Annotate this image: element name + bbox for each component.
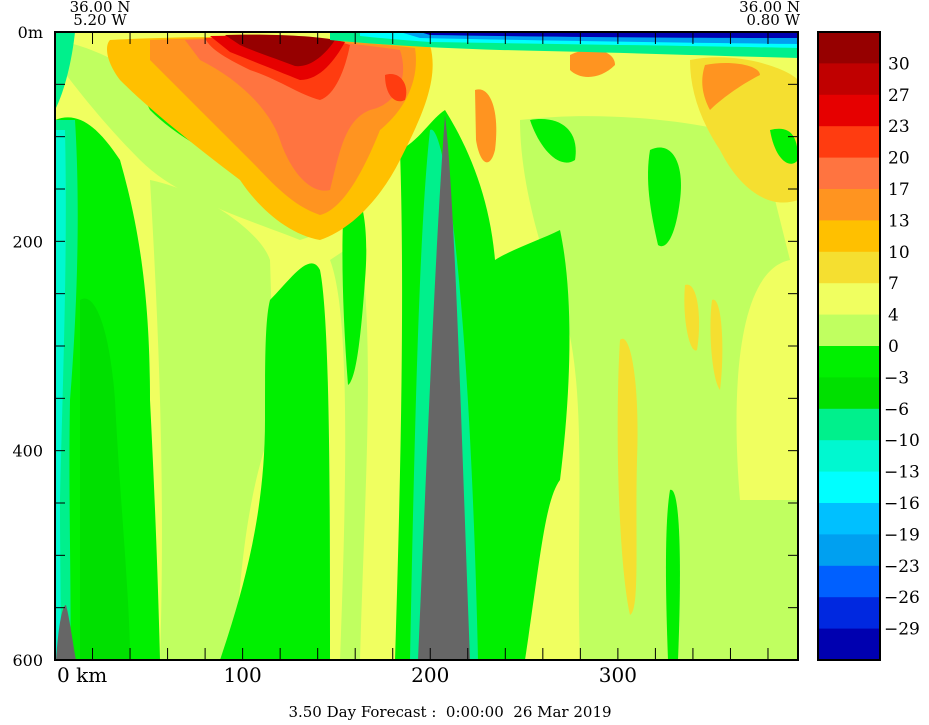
- y-tick-label: 200: [12, 232, 43, 251]
- colorbar-label: 4: [888, 306, 899, 326]
- colorbar-swatch: [818, 440, 880, 473]
- colorbar-swatch: [818, 503, 880, 535]
- colorbar-label: 20: [888, 149, 910, 169]
- colorbar-label: −13: [884, 463, 920, 483]
- band-above-30-region: [225, 34, 335, 67]
- colorbar-swatch: [818, 565, 880, 598]
- band-below-neg29-region: [420, 32, 798, 38]
- end-lon-label: 0.80 W: [746, 11, 800, 29]
- colorbar-label: 17: [888, 180, 910, 200]
- colorbar-label: 10: [888, 243, 910, 263]
- band-neg3-0-region: [530, 119, 576, 163]
- y-tick-label: 400: [12, 442, 43, 461]
- topography-left: [56, 605, 76, 660]
- colorbar-label: 27: [888, 86, 910, 106]
- colorbar-label: −26: [884, 588, 920, 608]
- band-13-17-region: [702, 63, 760, 110]
- colorbar-swatch: [818, 32, 880, 64]
- colorbar-label: −29: [884, 620, 920, 640]
- colorbar-label: −3: [884, 368, 909, 388]
- y-axis: 0m 200 400 600: [12, 23, 798, 670]
- x-tick-label: 300: [599, 663, 637, 687]
- band-neg3-0-region: [220, 263, 330, 660]
- colorbar-swatch: [818, 534, 880, 567]
- colorbar-label: −6: [884, 400, 909, 420]
- band-17-20-region: [185, 38, 404, 191]
- colorbar-label: −16: [884, 494, 920, 514]
- band-7-10-region: [684, 284, 700, 351]
- band-0-4-region: [520, 116, 798, 660]
- colorbar: 30 27 23 20 17 13 10 7 4 0 −3 −6 −10 −13 −16 −19 −23 −26 −…: [818, 32, 920, 661]
- x-tick-label: 0 km: [57, 663, 107, 687]
- colorbar-swatch: [818, 189, 880, 221]
- x-tick-label: 200: [411, 663, 449, 687]
- contour-field: [55, 32, 798, 660]
- colorbar-label: 7: [888, 274, 899, 294]
- colorbar-swatch: [818, 628, 880, 661]
- band-neg13-neg10-region: [55, 130, 66, 660]
- band-13-17-region: [570, 49, 615, 77]
- colorbar-swatch: [818, 283, 880, 316]
- colorbar-frame: [817, 31, 881, 661]
- colorbar-swatch: [818, 314, 880, 347]
- band-neg10-neg6-region: [55, 32, 75, 110]
- band-20-23-region: [385, 74, 407, 102]
- colorbar-label: −23: [884, 557, 920, 577]
- band-7-10-region: [617, 338, 638, 615]
- colorbar-swatch: [818, 94, 880, 127]
- colorbar-label: 0: [888, 337, 899, 357]
- colorbar-label: −10: [884, 431, 920, 451]
- colorbar-label: −19: [884, 525, 920, 545]
- band-7-10-region: [710, 299, 723, 390]
- colorbar-label: 23: [888, 117, 910, 137]
- x-axis: 0 km 100 200 300: [54, 32, 769, 687]
- colorbar-swatch: [818, 471, 880, 504]
- colorbar-swatch: [818, 408, 880, 441]
- colorbar-swatch: [818, 220, 880, 253]
- x-tick-label: 100: [224, 663, 262, 687]
- colorbar-swatch: [818, 157, 880, 190]
- band-neg3-0-region: [770, 128, 798, 164]
- colorbar-label: 30: [888, 54, 910, 74]
- topography-ridge: [418, 115, 470, 660]
- band-neg3-0-region: [665, 489, 680, 660]
- start-lon-label: 5.20 W: [73, 11, 127, 29]
- colorbar-swatch: [818, 346, 880, 378]
- colorbar-swatch: [818, 126, 880, 159]
- start-lat-label: 36.00 N: [70, 0, 131, 16]
- band-0-4-region: [150, 180, 275, 660]
- colorbar-swatch: [818, 251, 880, 284]
- colorbar-swatch: [818, 377, 880, 410]
- band-13-17-region: [475, 89, 497, 163]
- colorbar-label: 13: [888, 211, 910, 231]
- y-tick-label: 0m: [18, 23, 43, 42]
- band-neg3-0-region: [647, 147, 681, 247]
- band-neg6-neg3-region: [80, 298, 130, 660]
- band-neg3-0-region: [342, 188, 367, 385]
- end-lat-label: 36.00 N: [739, 0, 800, 16]
- y-tick-label: 600: [12, 651, 43, 670]
- colorbar-swatch: [818, 597, 880, 630]
- footer-forecast-label: 3.50 Day Forecast : 0:00:00 26 Mar 2019: [288, 703, 611, 721]
- colorbar-swatch: [818, 63, 880, 96]
